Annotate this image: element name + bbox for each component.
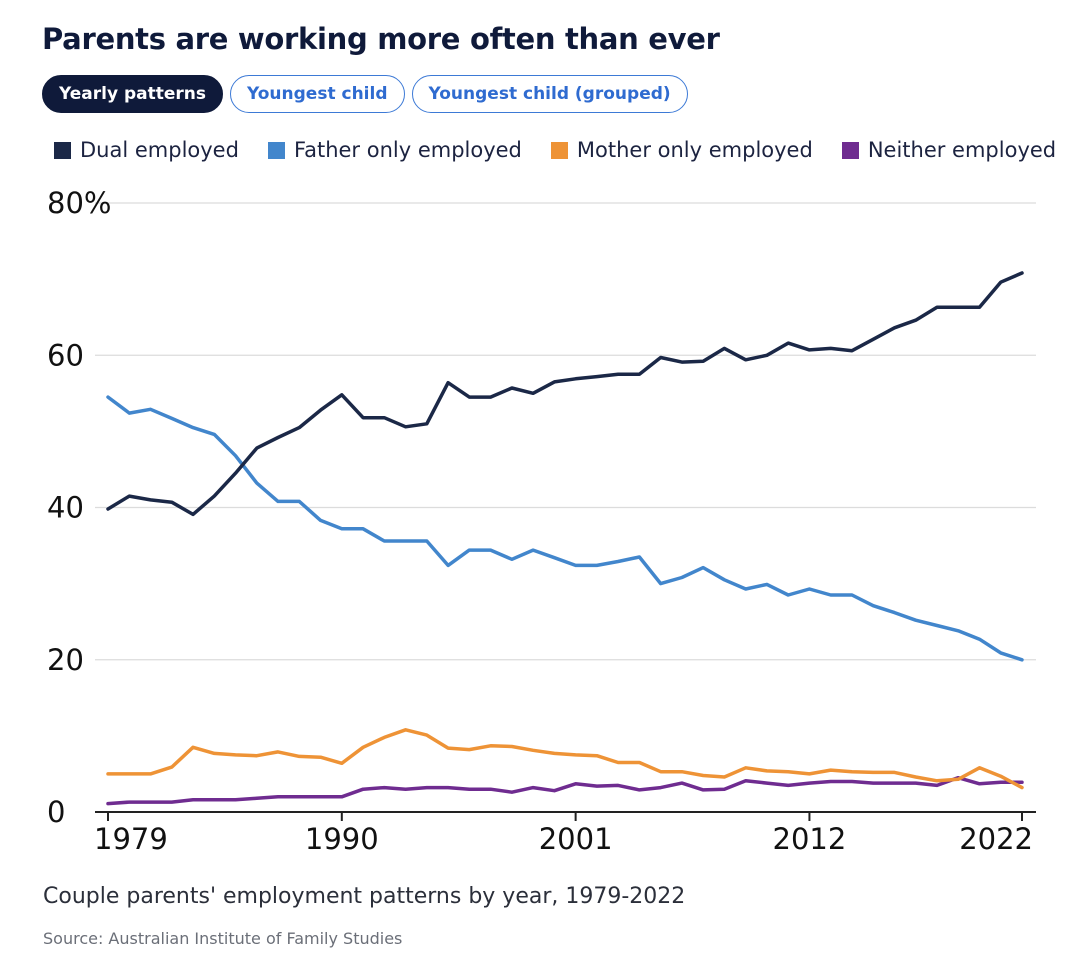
chart-source: Source: Australian Institute of Family S…	[43, 929, 403, 948]
legend-swatch	[54, 141, 71, 159]
x-tick-label: 2022	[959, 822, 1033, 856]
tab-youngest-child[interactable]: Youngest child	[230, 75, 405, 113]
series-line-dual-employed	[106, 271, 1024, 517]
view-tabs: Yearly patterns Youngest child Youngest …	[42, 75, 688, 113]
y-tick-label: 80%	[47, 186, 111, 220]
legend-swatch	[550, 141, 568, 159]
legend-item-dual-employed: Dual employed	[54, 138, 239, 162]
tab-youngest-child-grouped[interactable]: Youngest child (grouped)	[411, 75, 688, 113]
legend-label: Dual employed	[80, 138, 239, 162]
line-chart: 0 20 40 60 80% 1979 1990 2001 2012 2022	[47, 186, 1036, 856]
y-tick-label: 40	[47, 491, 84, 525]
chart-title: Parents are working more often than ever	[42, 22, 720, 56]
x-tick-label: 1979	[94, 822, 168, 856]
x-tick-label: 1990	[305, 822, 379, 856]
chart-caption: Couple parents' employment patterns by y…	[43, 884, 686, 909]
legend-item-mother-only-employed: Mother only employed	[550, 138, 813, 162]
legend-item-father-only-employed: Father only employed	[267, 138, 522, 162]
legend-label: Neither employed	[867, 138, 1057, 162]
legend-label: Mother only employed	[576, 138, 813, 162]
legend-label: Father only employed	[293, 138, 522, 162]
y-tick-label: 60	[47, 338, 84, 372]
x-tick-label: 2012	[773, 822, 847, 856]
y-tick-label: 20	[47, 643, 84, 677]
series-line-neither-employed	[106, 775, 1024, 806]
legend-swatch	[267, 141, 285, 159]
legend-swatch	[841, 141, 859, 159]
y-tick-label: 0	[47, 795, 65, 829]
series-line-father-only-employed	[106, 395, 1024, 662]
legend-item-neither-employed: Neither employed	[841, 138, 1057, 162]
tab-yearly-patterns[interactable]: Yearly patterns	[42, 75, 223, 113]
chart-legend: Dual employed Father only employed Mothe…	[54, 138, 1056, 162]
x-tick-label: 2001	[539, 822, 613, 856]
series-line-mother-only-employed	[106, 728, 1024, 790]
